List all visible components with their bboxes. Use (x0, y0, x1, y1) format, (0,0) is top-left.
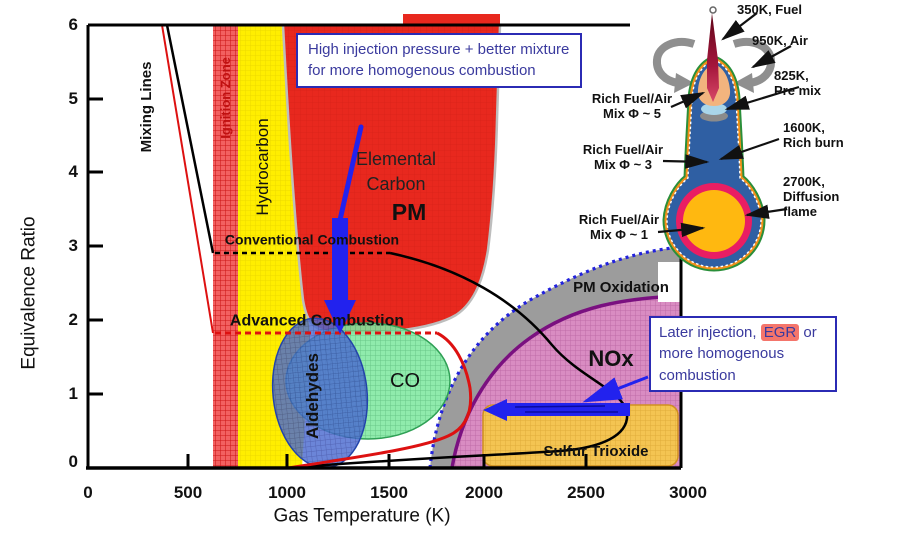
sulfur-trioxide-label: Sulfur Trioxide (543, 443, 649, 460)
y-axis-title: Equivalence Ratio (18, 216, 40, 370)
hydrocarbon-label: Hydrocarbon (252, 118, 272, 216)
y-tick-1: 1 (68, 383, 78, 403)
flame-premix-label: 825K, Pre mix (774, 68, 821, 98)
mixing-line-red (161, 24, 214, 334)
mixing-lines-label: Mixing Lines (138, 61, 155, 153)
x-tick-0: 0 (83, 483, 93, 502)
flame-inset (630, 0, 907, 272)
y-tick-2: 2 (68, 309, 78, 329)
inset-white-notch (658, 262, 681, 302)
aldehydes-label: Aldehydes (302, 353, 322, 439)
egr-shift-arrow-head (483, 399, 507, 421)
flame-fuel-spike (707, 13, 719, 102)
arrow-stripe-1 (514, 405, 606, 408)
injector-dot (709, 6, 717, 14)
pm-oxidation-label: PM Oxidation (573, 279, 669, 296)
flame-core (683, 190, 745, 252)
flame-air-label: 950K, Air (752, 33, 808, 48)
dotted-arc (428, 245, 681, 468)
swirl-arrow-right-head (734, 73, 754, 93)
y-tick-4: 4 (68, 161, 78, 181)
x-tick-2000: 2000 (465, 483, 503, 502)
x-axis-title: Gas Temperature (K) (273, 505, 451, 527)
flame-premix-crescent (701, 103, 727, 115)
high-injection-arrow (324, 218, 356, 334)
flame-richburn-label: 1600K, Rich burn (783, 120, 844, 150)
y-tick-5: 5 (68, 88, 78, 108)
x-tick-500: 500 (173, 483, 203, 502)
egr-shift-arrow-shaft (505, 403, 630, 416)
co-label: CO (390, 370, 420, 392)
conventional-combustion-label: Conventional Combustion (224, 231, 400, 248)
flame-mix5-label: Rich Fuel/Air Mix Φ ~ 5 (591, 91, 673, 121)
flame-fuel-label: 350K, Fuel (737, 2, 803, 17)
x-tick-1500: 1500 (370, 483, 408, 502)
ignition-zone-label: Ignition Zone (218, 57, 234, 139)
flame-body (662, 6, 766, 272)
flame-mix3-label: Rich Fuel/Air Mix Φ ~ 3 (582, 142, 664, 172)
x-tick-2500: 2500 (567, 483, 605, 502)
y-tick-6: 6 (68, 14, 78, 34)
elemental-carbon-label: Elemental Carbon (355, 149, 437, 194)
later-injection-leader-arrow (582, 375, 649, 403)
flame-leader-arrows (657, 12, 800, 238)
egr-highlight: EGR (760, 324, 800, 341)
flame-mix1-label: Rich Fuel/Air Mix Φ ~ 1 (578, 212, 660, 242)
y-tick-0: 0 (68, 451, 78, 471)
y-tick-3: 3 (68, 235, 78, 255)
flame-diffusion-label: 2700K, Diffusion flame (783, 174, 840, 219)
advanced-combustion-label: Advanced Combustion (229, 312, 405, 330)
ignition-zone-region (213, 25, 238, 468)
later-injection-prefix: Later injection, (659, 324, 761, 341)
x-tick-3000: 3000 (669, 483, 707, 502)
later-injection-suffix: or more homogenous combustion (659, 324, 817, 384)
high-injection-arrow-line (337, 124, 364, 223)
mixing-line-black (165, 24, 215, 254)
later-injection-callout: Later injection, EGR or more homogenous … (649, 316, 837, 392)
x-tick-1000: 1000 (268, 483, 306, 502)
nox-label: NOx (588, 345, 634, 371)
advanced-path-curve (287, 331, 473, 470)
swirl-arrow-left-head (674, 73, 694, 93)
high-injection-callout: High injection pressure + better mixture… (296, 33, 582, 88)
high-injection-text: High injection pressure + better mixture… (308, 41, 570, 80)
pm-label: PM (391, 199, 427, 226)
axis-ticks (88, 97, 588, 468)
swirl-arrow-left (652, 38, 696, 87)
